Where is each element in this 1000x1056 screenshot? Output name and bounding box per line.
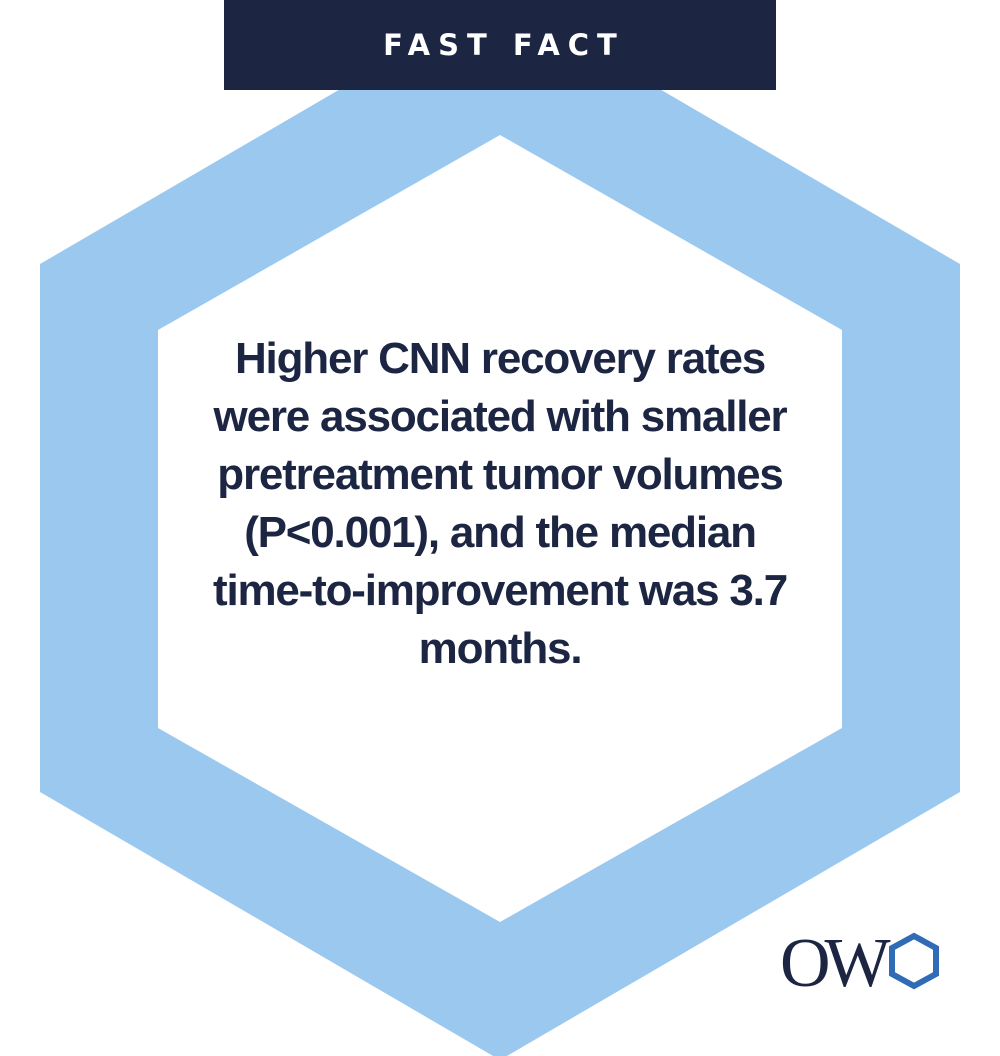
hexagon-ring bbox=[40, 0, 960, 1056]
ow-logo: OW bbox=[780, 928, 939, 992]
banner-label: FAST FACT bbox=[383, 28, 625, 62]
fast-fact-banner: FAST FACT bbox=[224, 0, 776, 90]
fact-statement: Higher CNN recovery rates were associate… bbox=[213, 334, 788, 673]
logo-hexagon-icon bbox=[889, 932, 939, 990]
logo-letters: OW bbox=[780, 928, 891, 992]
